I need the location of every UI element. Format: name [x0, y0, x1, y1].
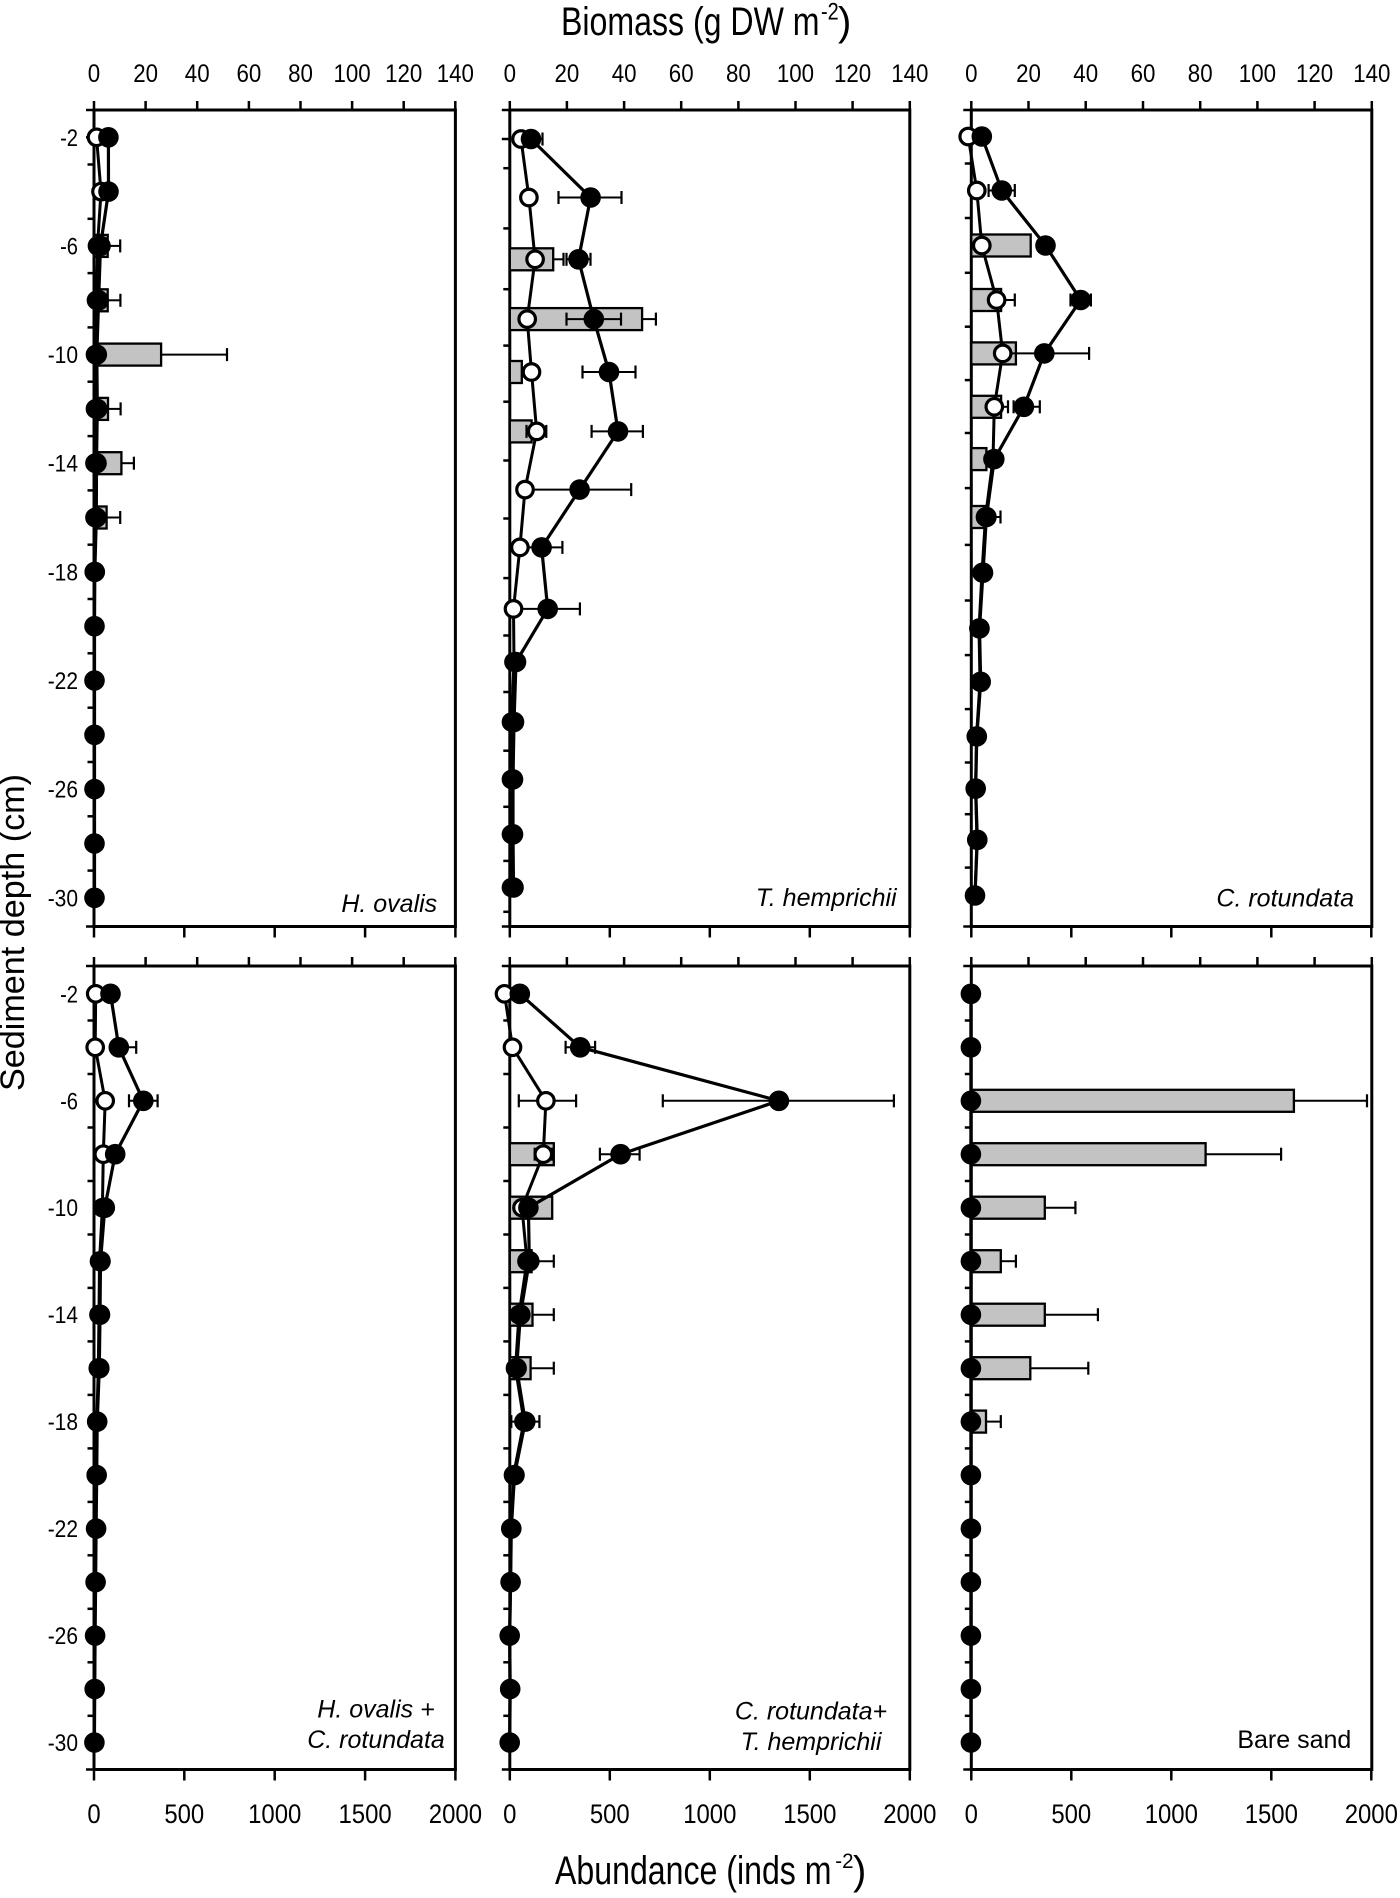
- svg-text:-6: -6: [60, 1088, 78, 1115]
- svg-text:Bare sand: Bare sand: [1237, 1726, 1351, 1754]
- svg-text:Biomass (g DW m: Biomass (g DW m: [561, 0, 820, 44]
- svg-text:120: 120: [1296, 60, 1333, 88]
- svg-text:20: 20: [1016, 60, 1041, 88]
- svg-text:80: 80: [1188, 60, 1213, 88]
- svg-text:T. hemprichii: T. hemprichii: [756, 884, 898, 912]
- svg-text:40: 40: [185, 60, 210, 88]
- svg-text:-2: -2: [60, 981, 78, 1008]
- svg-text:0: 0: [87, 1799, 100, 1829]
- svg-text:1000: 1000: [683, 1799, 736, 1829]
- svg-text:-14: -14: [48, 1302, 78, 1329]
- svg-text:): ): [838, 0, 851, 44]
- svg-text:80: 80: [288, 60, 313, 88]
- svg-text:140: 140: [437, 60, 474, 88]
- svg-text:2000: 2000: [429, 1799, 482, 1829]
- svg-text:-18: -18: [48, 1409, 78, 1436]
- svg-text:C. rotundata: C. rotundata: [1216, 885, 1354, 913]
- svg-text:120: 120: [385, 60, 422, 88]
- svg-text:-22: -22: [48, 668, 78, 695]
- svg-text:T. hemprichii: T. hemprichii: [741, 1728, 883, 1756]
- svg-text:C. rotundata+: C. rotundata+: [735, 1698, 887, 1726]
- svg-text:500: 500: [164, 1799, 204, 1829]
- svg-text:20: 20: [555, 60, 580, 88]
- svg-text:): ): [853, 1849, 866, 1893]
- svg-text:-26: -26: [48, 777, 78, 804]
- svg-text:60: 60: [1131, 60, 1156, 88]
- svg-text:140: 140: [1353, 60, 1390, 88]
- svg-text:-2: -2: [835, 1849, 853, 1873]
- svg-text:2000: 2000: [883, 1799, 936, 1829]
- svg-text:Sediment depth (cm): Sediment depth (cm): [0, 774, 32, 1091]
- svg-text:1500: 1500: [783, 1799, 836, 1829]
- svg-text:500: 500: [590, 1799, 630, 1829]
- svg-text:1000: 1000: [1145, 1799, 1198, 1829]
- svg-text:120: 120: [834, 60, 871, 88]
- svg-text:60: 60: [669, 60, 694, 88]
- svg-text:-18: -18: [48, 559, 78, 586]
- svg-text:0: 0: [504, 60, 516, 88]
- svg-text:100: 100: [334, 60, 371, 88]
- svg-text:-10: -10: [48, 342, 78, 369]
- svg-text:-2: -2: [821, 0, 839, 26]
- svg-text:40: 40: [612, 60, 637, 88]
- svg-text:Abundance (inds m: Abundance (inds m: [555, 1849, 832, 1893]
- svg-text:0: 0: [965, 60, 977, 88]
- svg-text:H. ovalis: H. ovalis: [341, 890, 437, 918]
- svg-text:80: 80: [726, 60, 751, 88]
- svg-text:-26: -26: [48, 1623, 78, 1650]
- svg-text:20: 20: [133, 60, 158, 88]
- svg-text:40: 40: [1073, 60, 1098, 88]
- svg-text:140: 140: [891, 60, 928, 88]
- svg-text:60: 60: [237, 60, 262, 88]
- svg-text:0: 0: [88, 60, 100, 88]
- svg-text:-30: -30: [48, 1730, 78, 1757]
- svg-text:0: 0: [965, 1799, 978, 1829]
- svg-text:500: 500: [1051, 1799, 1091, 1829]
- svg-text:2000: 2000: [1345, 1799, 1398, 1829]
- svg-text:-10: -10: [48, 1195, 78, 1222]
- svg-text:1500: 1500: [339, 1799, 392, 1829]
- svg-text:0: 0: [503, 1799, 516, 1829]
- svg-text:1500: 1500: [1245, 1799, 1298, 1829]
- svg-text:H. ovalis +: H. ovalis +: [317, 1695, 434, 1723]
- svg-text:-6: -6: [60, 233, 78, 260]
- svg-text:100: 100: [777, 60, 814, 88]
- svg-text:-14: -14: [48, 451, 78, 478]
- svg-text:-22: -22: [48, 1516, 78, 1543]
- svg-text:-30: -30: [48, 885, 78, 912]
- svg-text:C. rotundata: C. rotundata: [307, 1726, 445, 1754]
- svg-text:1000: 1000: [248, 1799, 301, 1829]
- svg-text:-2: -2: [60, 125, 78, 152]
- svg-text:100: 100: [1239, 60, 1276, 88]
